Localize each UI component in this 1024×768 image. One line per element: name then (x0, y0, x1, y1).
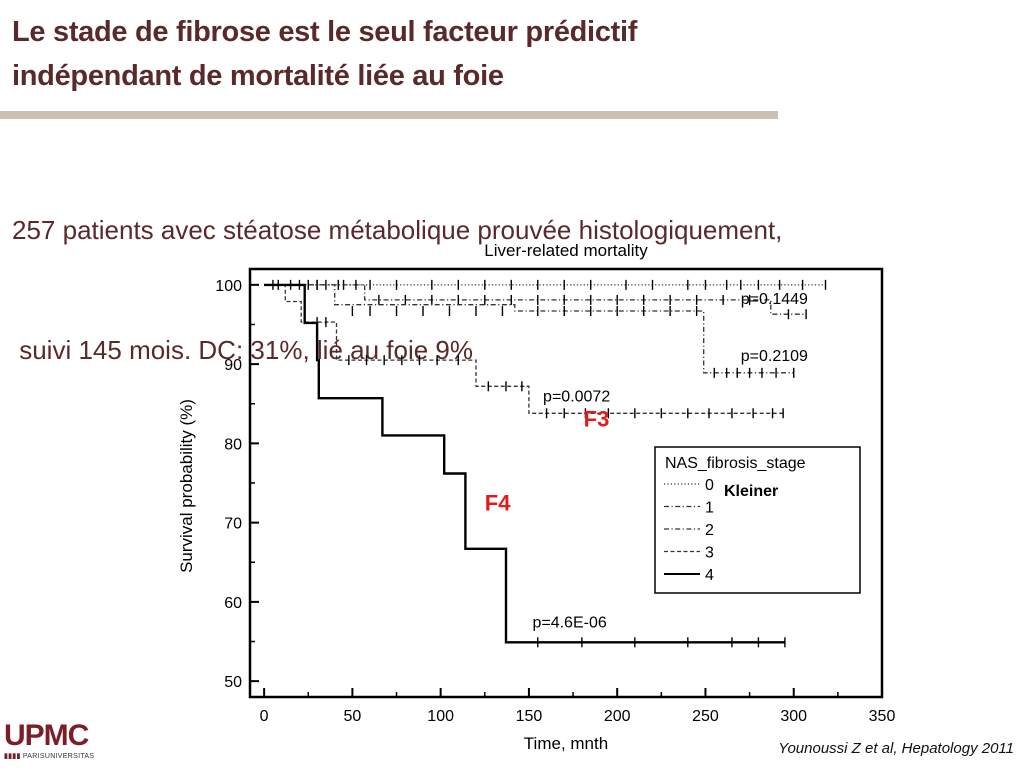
legend-label-2: 2 (705, 522, 714, 539)
legend-items: 0 1 2 3 4 (664, 477, 714, 584)
x-tick-label: 350 (869, 708, 896, 725)
y-tick-label: 80 (224, 436, 242, 453)
slide-title-line-2: indépendant de mortalité liée au foie (12, 60, 504, 92)
legend-note: Kleiner (724, 483, 778, 500)
p-value-label: p=0.1449 (741, 291, 808, 308)
x-tick-label: 150 (516, 708, 543, 725)
legend-box (654, 446, 861, 594)
subtitle-line-2: suivi 145 mois. DC: 31%, lié au foie 9% (12, 335, 473, 365)
x-axis-label: Time, mnth (524, 734, 608, 753)
logo-subtitle: ▮▮▮▮ PARISUNIVERSITAS (4, 753, 95, 760)
series-2-curve (264, 284, 794, 374)
x-tick-label: 50 (343, 708, 361, 725)
legend-title: NAS_fibrosis_stage (665, 455, 806, 472)
title-divider (0, 111, 778, 119)
plot-layer: 0 50 100 150 200 250 300 350 50 60 70 80 90 100 p=0.14… (215, 278, 895, 725)
subtitle-line-1: 257 patients avec stéatose métabolique p… (12, 215, 783, 245)
slide-title: Le stade de fibrose est le seul facteur … (12, 10, 912, 98)
legend-label-0: 0 (705, 477, 714, 494)
citation: Younoussi Z et al, Hepatology 2011 (778, 740, 1014, 757)
y-tick-label: 90 (224, 357, 242, 374)
x-tick-label: 300 (780, 708, 807, 725)
stage-annotation: F4 (485, 491, 511, 516)
y-axis-label: Survival probability (%) (177, 399, 196, 573)
series-4-curve (264, 283, 785, 644)
logo-subtitle-text: PARISUNIVERSITAS (22, 753, 95, 760)
slide-title-line-1: Le stade de fibrose est le seul facteur … (12, 16, 638, 48)
slide-subtitle: 257 patients avec stéatose métabolique p… (12, 130, 1012, 410)
x-tick-label: 0 (260, 708, 269, 725)
p-value-label: p=0.0072 (543, 388, 610, 405)
legend-label-1: 1 (705, 500, 714, 517)
stage-annotation: F3 (584, 407, 610, 432)
upmc-logo: UPMC ▮▮▮▮ PARISUNIVERSITAS (4, 720, 114, 766)
y-tick-label: 50 (224, 674, 242, 691)
p-value-label: p=0.2109 (741, 348, 808, 365)
y-tick-label: 100 (215, 278, 242, 295)
y-tick-label: 60 (224, 595, 242, 612)
series-1-curve (264, 284, 807, 315)
series-3-curve (264, 284, 784, 414)
logo-wordmark: UPMC (4, 719, 89, 752)
legend-label-4: 4 (705, 567, 714, 584)
legend-label-3: 3 (705, 545, 714, 562)
y-tick-label: 70 (224, 516, 242, 533)
x-tick-label: 250 (692, 708, 719, 725)
chart-title: Liver-related mortality (484, 241, 648, 260)
x-tick-label: 200 (604, 708, 631, 725)
x-tick-label: 100 (427, 708, 454, 725)
legend: NAS_fibrosis_stage Kleiner 0 1 2 3 4 (654, 446, 861, 594)
p-value-label: p=4.6E-06 (532, 614, 606, 631)
